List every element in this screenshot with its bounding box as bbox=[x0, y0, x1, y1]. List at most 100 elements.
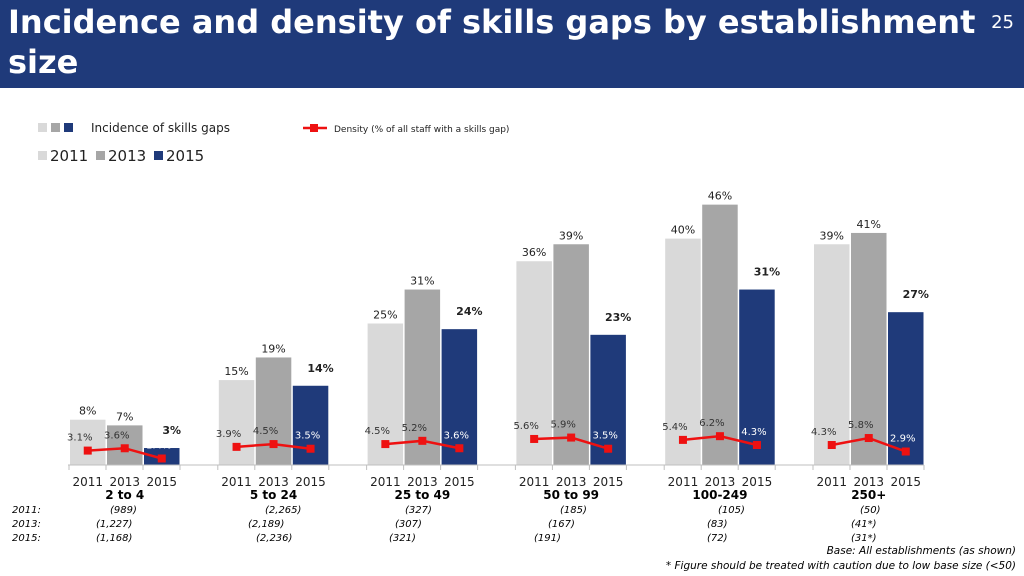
density-point-4-1 bbox=[715, 432, 724, 441]
legend-incidence-label: Incidence of skills gaps bbox=[91, 121, 230, 135]
density-point-5-0 bbox=[827, 441, 836, 450]
bar-2015-1 bbox=[292, 385, 329, 465]
x-tick-label: 2011 bbox=[519, 475, 550, 489]
bar-2015-2 bbox=[441, 329, 478, 465]
bar-label-2011-2: 25% bbox=[373, 309, 397, 322]
base-cell-1-0: (1,227) bbox=[96, 519, 133, 530]
base-note: Base: All establishments (as shown) bbox=[826, 545, 1016, 557]
density-point-1-2 bbox=[306, 444, 315, 453]
legend-swatch-incidence-1 bbox=[51, 123, 60, 132]
category-label-4: 100-249 bbox=[692, 488, 747, 500]
x-tick-label: 2015 bbox=[444, 475, 475, 489]
x-tick-label: 2015 bbox=[742, 475, 773, 489]
bar-2015-5 bbox=[888, 312, 924, 465]
density-label-1-2: 3.5% bbox=[295, 431, 320, 442]
bar-2015-3 bbox=[590, 334, 626, 465]
legend-density-label: Density (% of all staff with a skills ga… bbox=[334, 125, 509, 135]
legend-swatch-year-0 bbox=[38, 151, 47, 160]
bar-label-2015-0: 3% bbox=[162, 424, 181, 437]
legend-year-1: 2013 bbox=[108, 147, 146, 165]
bars-layer: 8% 7% 3% 15% 19% 14% 25% 31% 24% 36% 39% 23% 40% 46% 3… bbox=[70, 190, 929, 465]
bar-label-2015-2: 24% bbox=[456, 305, 482, 318]
density-point-3-1 bbox=[567, 433, 576, 442]
bar-label-2011-4: 40% bbox=[671, 224, 695, 237]
density-label-1-1: 4.5% bbox=[253, 426, 278, 437]
page-number: 25 bbox=[991, 12, 1014, 33]
bar-label-2013-1: 19% bbox=[261, 342, 285, 355]
skills-gaps-chart: Incidence of skills gaps Density (% of al… bbox=[38, 121, 929, 500]
density-point-2-2 bbox=[455, 444, 464, 453]
legend-swatch-year-1 bbox=[96, 151, 105, 160]
category-label-1: 5 to 24 bbox=[250, 488, 297, 500]
base-cell-1-2: (307) bbox=[395, 519, 422, 530]
base-cell-0-2: (327) bbox=[405, 505, 432, 516]
base-cell-2-4: (72) bbox=[707, 533, 728, 544]
density-point-5-1 bbox=[864, 434, 873, 443]
base-row-label-2011: 2011: bbox=[12, 505, 41, 516]
density-label-1-0: 3.9% bbox=[216, 429, 241, 440]
base-cell-0-5: (50) bbox=[860, 505, 881, 516]
legend-swatch-incidence-0 bbox=[38, 123, 47, 132]
category-label-5: 250+ bbox=[851, 488, 886, 500]
base-cell-1-5: (41*) bbox=[851, 519, 877, 530]
bar-2011-0 bbox=[70, 419, 106, 465]
bar-label-2013-3: 39% bbox=[559, 229, 583, 242]
density-label-2-1: 5.2% bbox=[402, 423, 427, 434]
density-point-3-0 bbox=[530, 434, 539, 443]
bar-label-2013-4: 46% bbox=[708, 190, 732, 203]
density-label-4-1: 6.2% bbox=[699, 418, 724, 429]
base-cell-2-3: (191) bbox=[534, 533, 561, 544]
density-label-4-2: 4.3% bbox=[741, 427, 766, 438]
base-cell-2-0: (1,168) bbox=[96, 533, 133, 544]
density-point-0-2 bbox=[157, 454, 166, 463]
x-tick-label: 2013 bbox=[258, 475, 289, 489]
x-tick-label: 2011 bbox=[72, 475, 103, 489]
bar-2011-5 bbox=[814, 244, 850, 465]
bar-2011-1 bbox=[218, 380, 255, 465]
density-label-2-2: 3.6% bbox=[444, 430, 469, 441]
density-label-5-1: 5.8% bbox=[848, 420, 873, 431]
density-point-5-2 bbox=[901, 447, 910, 456]
density-point-0-1 bbox=[120, 444, 129, 453]
bar-label-2011-3: 36% bbox=[522, 246, 546, 259]
bar-2013-1 bbox=[255, 357, 292, 465]
density-label-2-0: 4.5% bbox=[365, 426, 390, 437]
density-label-4-0: 5.4% bbox=[662, 422, 687, 433]
x-tick-label: 2013 bbox=[556, 475, 587, 489]
density-label-5-2: 2.9% bbox=[890, 434, 915, 445]
base-cell-0-0: (989) bbox=[110, 505, 137, 516]
category-label-2: 25 to 49 bbox=[394, 488, 450, 500]
page-title: Incidence and density of skills gaps by … bbox=[8, 3, 976, 81]
bar-label-2015-5: 27% bbox=[903, 288, 929, 301]
base-cell-2-5: (31*) bbox=[851, 533, 877, 544]
x-tick-label: 2015 bbox=[593, 475, 624, 489]
density-label-5-0: 4.3% bbox=[811, 427, 836, 438]
x-tick-label: 2011 bbox=[370, 475, 401, 489]
x-tick-label: 2015 bbox=[295, 475, 326, 489]
density-point-4-0 bbox=[678, 435, 687, 444]
density-label-3-0: 5.6% bbox=[513, 421, 538, 432]
bar-label-2015-3: 23% bbox=[605, 311, 631, 324]
legend-swatch-year-2 bbox=[154, 151, 163, 160]
base-cell-1-3: (167) bbox=[548, 519, 575, 530]
bar-label-2011-5: 39% bbox=[820, 229, 844, 242]
x-tick-label: 2011 bbox=[668, 475, 699, 489]
base-cell-2-2: (321) bbox=[389, 533, 416, 544]
x-tick-label: 2013 bbox=[853, 475, 884, 489]
density-point-2-0 bbox=[381, 440, 390, 449]
base-cell-0-3: (185) bbox=[560, 505, 587, 516]
bar-label-2015-1: 14% bbox=[307, 362, 333, 375]
density-point-0-0 bbox=[83, 446, 92, 455]
base-cell-0-4: (105) bbox=[718, 505, 745, 516]
x-tick-label: 2011 bbox=[221, 475, 252, 489]
density-label-3-1: 5.9% bbox=[550, 420, 575, 431]
density-point-4-2 bbox=[752, 441, 761, 450]
bar-label-2015-4: 31% bbox=[754, 266, 780, 279]
bar-label-2013-5: 41% bbox=[857, 218, 881, 231]
legend-year-0: 2011 bbox=[50, 147, 88, 165]
base-row-label-2015: 2015: bbox=[12, 533, 41, 544]
x-tick-label: 2015 bbox=[890, 475, 921, 489]
x-tick-label: 2013 bbox=[407, 475, 438, 489]
base-cell-2-1: (2,236) bbox=[256, 533, 293, 544]
